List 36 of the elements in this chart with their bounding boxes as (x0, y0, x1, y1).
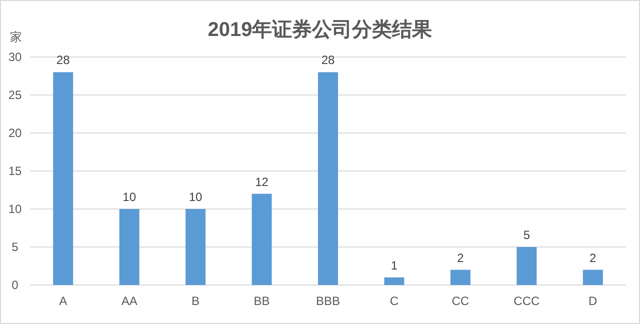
data-label: 2 (590, 250, 597, 265)
bar (516, 247, 537, 285)
y-tick-label: 5 (12, 240, 19, 254)
x-tick-label: BBB (316, 294, 340, 308)
bar (119, 209, 140, 285)
bar (384, 277, 404, 285)
bar (186, 209, 206, 285)
bar (582, 270, 603, 285)
y-tick-label: 15 (8, 164, 22, 178)
y-tick-label: 0 (12, 278, 19, 292)
data-label: 10 (122, 190, 136, 204)
x-tick-label: BB (254, 294, 270, 308)
x-tick-label: A (59, 294, 68, 308)
y-tick-label: 10 (8, 202, 22, 216)
bar (252, 194, 272, 285)
bar (318, 72, 338, 285)
x-tick-label: CCC (514, 294, 540, 308)
bar (450, 270, 470, 285)
x-tick-label: CC (452, 294, 470, 308)
x-tick-label: AA (121, 294, 138, 308)
y-axis-title: 家 (10, 30, 22, 44)
y-tick-label: 25 (8, 88, 22, 102)
x-tick-label: B (192, 294, 200, 308)
y-tick-label: 20 (8, 126, 22, 140)
x-tick-label: C (390, 294, 399, 308)
x-tick-label: D (588, 294, 598, 308)
y-tick-label: 30 (8, 50, 22, 64)
bar (53, 72, 74, 285)
data-label: 12 (255, 174, 269, 189)
data-label: 1 (390, 258, 398, 272)
data-label: 28 (321, 53, 335, 68)
data-label: 2 (457, 250, 464, 265)
data-label: 5 (523, 228, 530, 242)
data-label: 10 (188, 190, 203, 204)
data-label: 28 (56, 53, 70, 68)
chart-title: 2019年证券公司分类结果 (208, 19, 434, 41)
